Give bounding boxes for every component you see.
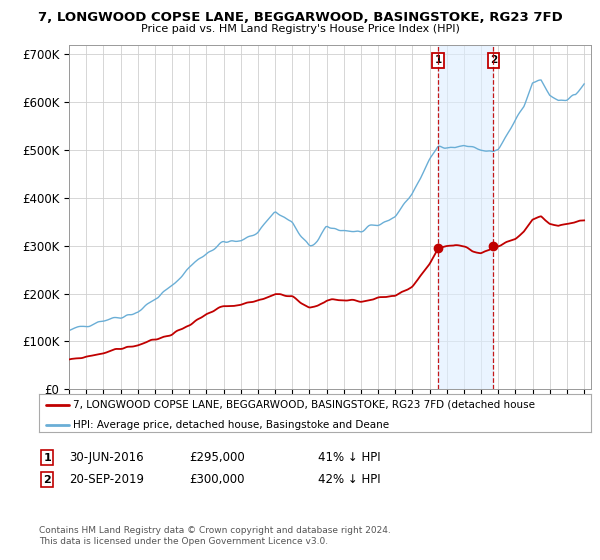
Text: 2: 2	[490, 55, 497, 66]
Text: £300,000: £300,000	[189, 473, 245, 487]
Text: 1: 1	[43, 452, 51, 463]
Text: Price paid vs. HM Land Registry's House Price Index (HPI): Price paid vs. HM Land Registry's House …	[140, 24, 460, 34]
Bar	[438, 45, 493, 389]
Text: 20-SEP-2019: 20-SEP-2019	[69, 473, 144, 487]
Text: £295,000: £295,000	[189, 451, 245, 464]
Text: 7, LONGWOOD COPSE LANE, BEGGARWOOD, BASINGSTOKE, RG23 7FD (detached house: 7, LONGWOOD COPSE LANE, BEGGARWOOD, BASI…	[73, 400, 535, 410]
Text: 1: 1	[434, 55, 442, 66]
Text: HPI: Average price, detached house, Basingstoke and Deane: HPI: Average price, detached house, Basi…	[73, 419, 389, 430]
Text: 7, LONGWOOD COPSE LANE, BEGGARWOOD, BASINGSTOKE, RG23 7FD: 7, LONGWOOD COPSE LANE, BEGGARWOOD, BASI…	[38, 11, 562, 24]
Text: 2: 2	[43, 475, 51, 485]
Text: 42% ↓ HPI: 42% ↓ HPI	[318, 473, 380, 487]
Text: Contains HM Land Registry data © Crown copyright and database right 2024.
This d: Contains HM Land Registry data © Crown c…	[39, 526, 391, 546]
Text: 30-JUN-2016: 30-JUN-2016	[69, 451, 143, 464]
Text: 41% ↓ HPI: 41% ↓ HPI	[318, 451, 380, 464]
